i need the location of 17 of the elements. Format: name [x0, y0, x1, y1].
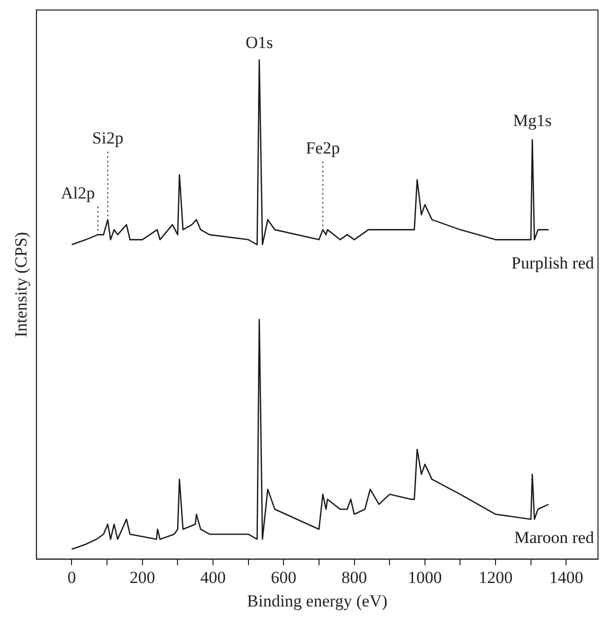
x-tick-label: 800	[342, 568, 368, 587]
x-tick-label: 200	[130, 568, 156, 587]
annotation: Mg1s	[512, 110, 552, 130]
x-tick-label: 400	[200, 568, 226, 587]
annotation: Fe2p	[306, 138, 340, 158]
annotation: Al2p	[60, 184, 95, 203]
x-tick-label: 1400	[549, 568, 584, 587]
x-tick-label: 1000	[408, 568, 442, 587]
x-tick-label: 0	[67, 568, 76, 587]
annotation: Si2p	[92, 128, 124, 148]
annotation: O1s	[246, 32, 273, 52]
y-axis-title: Intensity (CPS)	[12, 232, 31, 338]
series-label: Maroon red	[514, 528, 594, 548]
x-tick-label: 600	[270, 568, 296, 587]
x-axis-title: Binding energy (eV)	[247, 591, 388, 610]
series-label: Purplish red	[511, 254, 594, 273]
x-tick-label: 1200	[478, 568, 513, 587]
